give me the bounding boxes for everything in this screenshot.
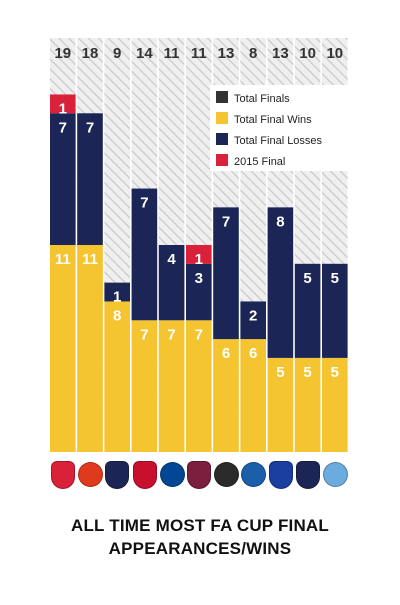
losses-bar-value: 5 bbox=[303, 270, 311, 287]
wins-bar-value: 11 bbox=[55, 251, 71, 268]
losses-bar-value: 4 bbox=[167, 251, 176, 268]
wins-bar-value: 7 bbox=[140, 326, 148, 343]
total-finals-label: 10 bbox=[326, 45, 343, 62]
legend-swatch bbox=[216, 133, 228, 145]
wins-bar bbox=[158, 320, 185, 452]
wins-bar-value: 5 bbox=[303, 364, 311, 381]
wins-bar bbox=[267, 357, 294, 452]
final-2015-bar-value: 1 bbox=[59, 100, 67, 117]
total-finals-label: 18 bbox=[82, 45, 99, 62]
wins-bar bbox=[240, 339, 266, 452]
legend-swatch bbox=[216, 154, 228, 166]
total-finals-label: 19 bbox=[54, 45, 71, 62]
wins-bar bbox=[186, 320, 212, 452]
wins-bar bbox=[131, 320, 158, 452]
losses-bar-value: 5 bbox=[331, 270, 339, 287]
everton-crest-icon bbox=[268, 461, 293, 489]
final-2015-bar bbox=[50, 94, 76, 114]
wins-bar bbox=[50, 245, 76, 452]
total-finals-label: 10 bbox=[299, 45, 316, 62]
losses-bar bbox=[294, 263, 321, 358]
blackburn-crest-icon bbox=[241, 462, 267, 487]
legend-box bbox=[210, 85, 354, 171]
chelsea-crest-icon bbox=[159, 462, 185, 487]
losses-bar-value: 7 bbox=[140, 195, 148, 212]
legend-label: 2015 Final bbox=[234, 156, 285, 168]
legend-swatch bbox=[216, 91, 228, 103]
wins-bar-value: 5 bbox=[276, 364, 284, 381]
wins-bar bbox=[322, 357, 348, 452]
wins-bar-value: 7 bbox=[195, 326, 203, 343]
losses-bar-value: 7 bbox=[222, 213, 230, 230]
losses-bar bbox=[322, 263, 348, 358]
losses-bar bbox=[131, 188, 158, 321]
losses-bar-value: 1 bbox=[113, 289, 121, 306]
legend-swatch bbox=[216, 112, 228, 124]
wins-bar bbox=[104, 301, 130, 452]
losses-bar bbox=[158, 245, 185, 321]
wins-bar bbox=[213, 339, 239, 452]
losses-bar bbox=[186, 263, 212, 321]
wins-bar-value: 6 bbox=[222, 345, 230, 362]
wins-bar-value: 5 bbox=[331, 364, 339, 381]
losses-bar-value: 7 bbox=[59, 119, 67, 136]
legend-label: Total Final Losses bbox=[234, 135, 323, 147]
losses-bar-value: 7 bbox=[86, 119, 94, 136]
wins-bar-value: 6 bbox=[249, 345, 257, 362]
legend-label: Total Finals bbox=[234, 93, 290, 105]
wins-bar-value: 7 bbox=[167, 326, 175, 343]
losses-bar bbox=[50, 113, 76, 245]
chart-title-line-2: APPEARANCES/WINS bbox=[108, 539, 292, 558]
final-2015-bar-value: 1 bbox=[195, 251, 203, 268]
losses-bar bbox=[240, 301, 266, 340]
losses-bar-value: 8 bbox=[276, 213, 284, 230]
total-finals-label: 13 bbox=[272, 45, 289, 62]
man-utd-crest-icon bbox=[78, 462, 104, 487]
total-finals-label: 8 bbox=[249, 45, 257, 62]
wins-bar bbox=[77, 245, 103, 452]
losses-bar bbox=[213, 207, 239, 340]
newcastle-crest-icon bbox=[214, 462, 240, 487]
final-2015-bar bbox=[186, 245, 212, 264]
legend-label: Total Final Wins bbox=[234, 114, 312, 126]
total-finals-label: 13 bbox=[218, 45, 235, 62]
total-finals-label: 11 bbox=[164, 45, 180, 62]
losses-bar bbox=[104, 282, 130, 302]
man-city-crest-icon bbox=[323, 462, 348, 487]
wins-bar bbox=[294, 357, 321, 452]
west-brom-crest-icon bbox=[295, 461, 320, 489]
wins-bar-value: 8 bbox=[113, 307, 121, 324]
arsenal-crest-icon bbox=[51, 461, 75, 489]
total-finals-label: 11 bbox=[191, 45, 207, 62]
losses-bar bbox=[77, 113, 103, 245]
chart-title-line-1: ALL TIME MOST FA CUP FINAL bbox=[71, 516, 329, 535]
losses-bar-value: 2 bbox=[249, 307, 257, 324]
aston-villa-crest-icon bbox=[187, 461, 211, 489]
tottenham-cockerel-icon bbox=[105, 461, 130, 489]
liverpool-crest-icon bbox=[132, 461, 157, 489]
total-finals-label: 9 bbox=[113, 45, 121, 62]
wins-bar-value: 11 bbox=[82, 251, 98, 268]
losses-bar-value: 3 bbox=[195, 270, 203, 287]
total-finals-label: 14 bbox=[136, 45, 153, 62]
losses-bar bbox=[267, 207, 294, 358]
